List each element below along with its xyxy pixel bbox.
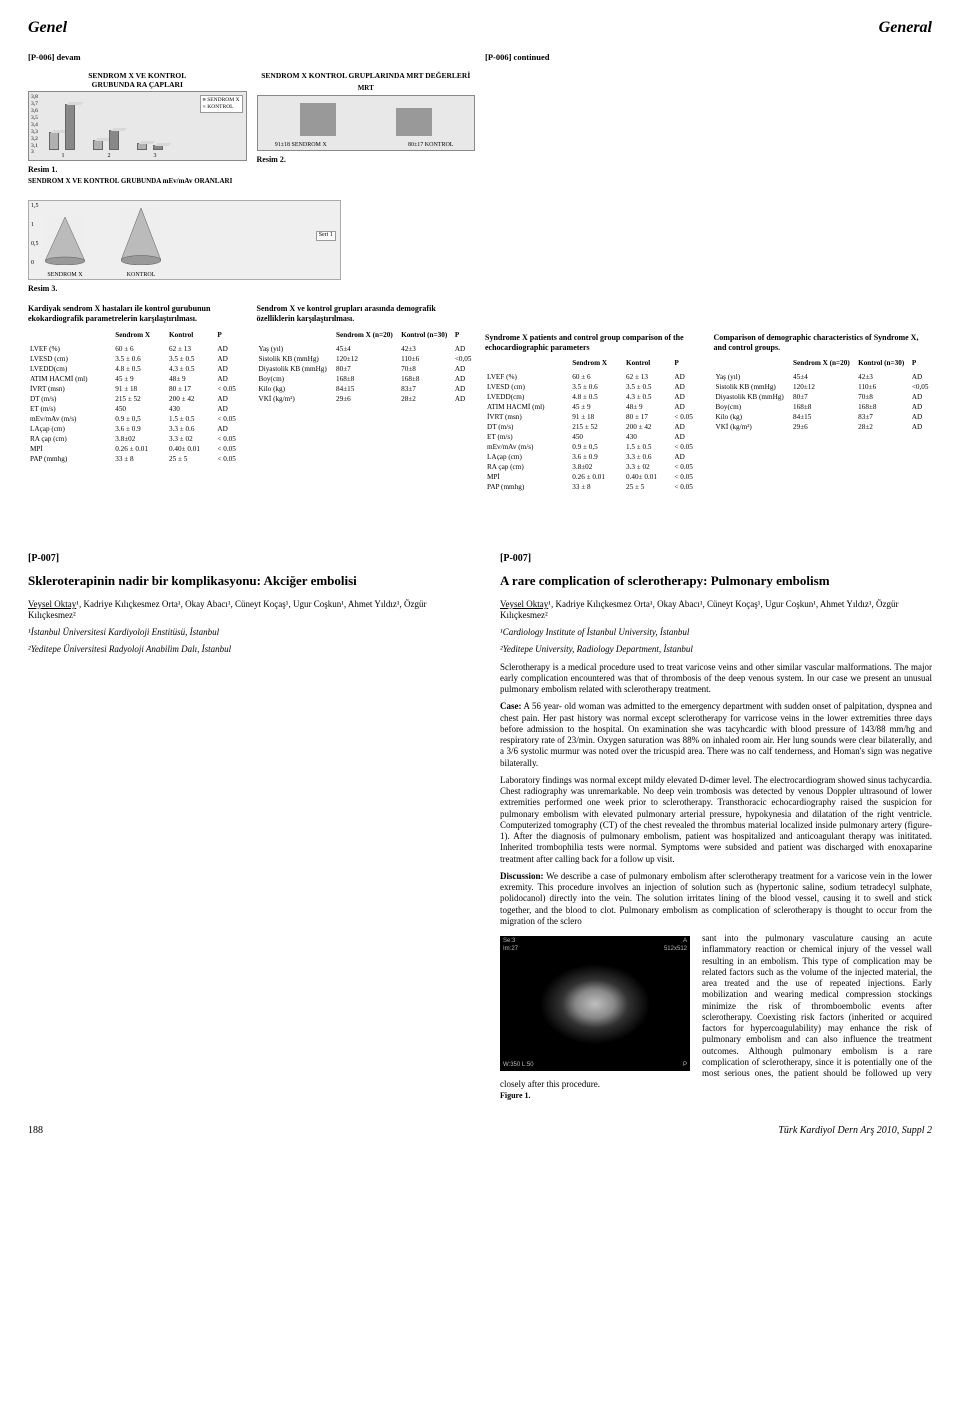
abs-right-code: [P-007] bbox=[500, 553, 932, 566]
abs-left-affil1: ¹İstanbul Üniversitesi Kardiyoloji Ensti… bbox=[28, 627, 460, 638]
chart1-caption: Resim 1. bbox=[28, 165, 247, 175]
abs-left-code: [P-007] bbox=[28, 553, 460, 566]
abs-right-affil2: ²Yeditepe University, Radiology Departme… bbox=[500, 644, 932, 655]
header-right: General bbox=[879, 18, 932, 38]
ct-image: Se:3Im:27 A512x512 W:350 L:50 P bbox=[500, 936, 690, 1071]
chart2-title: SENDROM X KONTROL GRUPLARINDA MRT DEĞERL… bbox=[257, 71, 476, 80]
p006-code-left: [P-006] devam bbox=[28, 52, 475, 63]
col2-title: Sendrom X ve kontrol grupları arasında d… bbox=[257, 304, 476, 324]
abs-right-title: A rare complication of sclerotherapy: Pu… bbox=[500, 573, 932, 589]
abstract-left: [P-007] Skleroterapinin nadir bir kompli… bbox=[28, 553, 460, 1101]
abs-right-p4: Discussion: We describe a case of pulmon… bbox=[500, 871, 932, 927]
page-number: 188 bbox=[28, 1125, 43, 1138]
table-col3: Sendrom XKontrolPLVEF (%)60 ± 662 ± 13AD… bbox=[485, 359, 704, 493]
abstract-right: [P-007] A rare complication of sclerothe… bbox=[500, 553, 932, 1101]
chart1: 3,83,73,63,53,43,33,23,13 123 SENDROM XK… bbox=[28, 91, 247, 161]
chart3-caption: Resim 3. bbox=[28, 284, 475, 294]
chart1-caption-sub: SENDROM X VE KONTROL GRUBUNDA mEv/mAv OR… bbox=[28, 177, 247, 186]
abs-right-p2: Case: A 56 year- old woman was admitted … bbox=[500, 701, 932, 769]
chart3: 1,510,50 SENDROM XKONTROL Seri 1 bbox=[28, 200, 341, 280]
table-col2: Sendrom X (n=20)Kontrol (n=30)PYaş (yıl)… bbox=[257, 330, 476, 404]
col1-title: Kardiyak sendrom X hastaları ile kontrol… bbox=[28, 304, 247, 324]
abs-right-affil1: ¹Cardiology Institute of İstanbul Univer… bbox=[500, 627, 932, 638]
header-left: Genel bbox=[28, 18, 67, 38]
figure1-caption: Figure 1. bbox=[500, 1091, 932, 1101]
chart2: 91±18 SENDROM X80±17 KONTROL bbox=[257, 95, 476, 151]
abs-left-authors: Veysel Oktay¹, Kadriye Kılıçkesmez Orta¹… bbox=[28, 599, 460, 622]
chart2-subtitle: MRT bbox=[257, 84, 476, 93]
p006-code-right: [P-006] continued bbox=[485, 52, 932, 63]
abs-left-title: Skleroterapinin nadir bir komplikasyonu:… bbox=[28, 573, 460, 589]
abs-right-authors: Veysel Oktay¹, Kadriye Kılıçkesmez Orta¹… bbox=[500, 599, 932, 622]
table-col4: Sendrom X (n=20)Kontrol (n=30)PYaş (yıl)… bbox=[714, 359, 933, 433]
col3-title: Syndrome X patients and control group co… bbox=[485, 333, 704, 353]
journal-ref: Türk Kardiyol Dern Arş 2010, Suppl 2 bbox=[778, 1125, 932, 1138]
abs-right-p1: Sclerotherapy is a medical procedure use… bbox=[500, 662, 932, 696]
table-col1: Sendrom XKontrolPLVEF (%)60 ± 662 ± 13AD… bbox=[28, 330, 247, 464]
col4-title: Comparison of demographic characteristic… bbox=[714, 333, 933, 353]
chart2-caption: Resim 2. bbox=[257, 155, 476, 165]
abs-right-p3: Laboratory findings was normal except mi… bbox=[500, 775, 932, 865]
chart1-title: SENDROM X VE KONTROL GRUBUNDA RA ÇAPLARI bbox=[28, 71, 247, 90]
chart3-legend: Seri 1 bbox=[316, 231, 336, 241]
abs-left-affil2: ²Yeditepe Üniversitesi Radyoloji Anabili… bbox=[28, 644, 460, 655]
